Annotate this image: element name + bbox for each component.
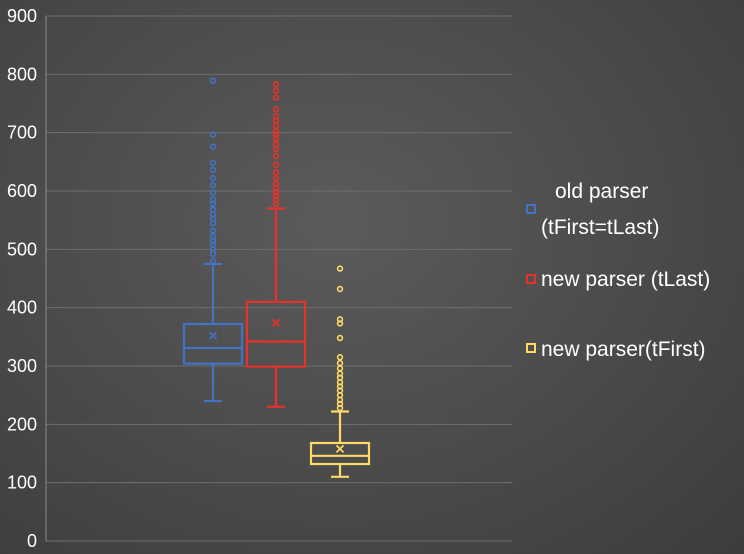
outlier-point	[209, 77, 217, 84]
outlier-point	[336, 334, 344, 342]
outlier-point	[336, 316, 344, 323]
legend-label: old parser	[555, 180, 648, 203]
legend-marker	[526, 204, 536, 214]
y-tick-label: 300	[7, 356, 37, 376]
outlier-point	[209, 166, 217, 174]
outlier-point	[272, 174, 280, 182]
legend-label: new parser(tFirst)	[541, 338, 706, 361]
box-iqr	[245, 300, 307, 368]
outlier-point	[272, 94, 280, 101]
outlier-point	[209, 233, 217, 240]
mean-marker	[271, 318, 281, 327]
box-series-1	[182, 77, 244, 403]
legend-marker	[526, 343, 536, 353]
y-tick-label: 200	[7, 414, 37, 434]
outlier-point	[209, 227, 217, 234]
y-tick-label: 100	[7, 473, 37, 493]
outlier-point	[272, 87, 280, 94]
outlier-point	[209, 189, 217, 196]
box-series-3	[309, 265, 371, 478]
outlier-point	[209, 257, 217, 265]
legend: old parser (tFirst=tLast) new parser (tLas…	[526, 180, 710, 361]
y-tick-label: 700	[7, 123, 37, 143]
legend-entry-3: new parser(tFirst)	[526, 338, 706, 361]
legend-entry-2: new parser (tLast)	[526, 268, 710, 291]
y-tick-label: 500	[7, 239, 37, 259]
mean-marker	[335, 444, 345, 453]
outlier-point	[209, 174, 217, 182]
y-tick-label: 900	[7, 6, 37, 26]
mean-marker	[208, 331, 218, 340]
outlier-point	[272, 152, 280, 160]
box-iqr	[309, 441, 371, 466]
outlier-point	[209, 181, 217, 189]
outlier-point	[272, 180, 280, 188]
legend-marker	[526, 274, 536, 284]
box-series-2	[245, 81, 307, 408]
outlier-point	[336, 354, 344, 361]
y-tick-label: 800	[7, 64, 37, 84]
outlier-point	[272, 106, 280, 113]
box-iqr	[182, 322, 244, 365]
outlier-point	[272, 127, 280, 135]
legend-entry-1: old parser (tFirst=tLast)	[526, 180, 659, 239]
outlier-point	[272, 169, 280, 176]
y-tick-label: 400	[7, 298, 37, 318]
outlier-point	[209, 143, 217, 150]
outlier-point	[209, 196, 217, 203]
outlier-point	[336, 359, 344, 367]
outlier-point	[272, 161, 280, 168]
outlier-point	[209, 131, 217, 138]
outlier-point	[336, 370, 344, 377]
outlier-point	[272, 131, 280, 138]
y-tick-label: 0	[27, 531, 37, 551]
outlier-point	[272, 141, 280, 148]
outlier-point	[272, 113, 280, 120]
outlier-point	[336, 265, 344, 272]
y-tick-label: 600	[7, 181, 37, 201]
gridlines	[46, 15, 512, 542]
outlier-point	[209, 159, 217, 167]
legend-label: (tFirst=tLast)	[541, 216, 659, 239]
y-axis: 0 100 200 300 400 500 600 700 800 900	[7, 6, 47, 551]
outlier-point	[272, 192, 280, 199]
outlier-point	[272, 81, 280, 88]
legend-label: new parser (tLast)	[541, 268, 710, 291]
box-series	[182, 77, 371, 478]
outlier-point	[336, 365, 344, 372]
outlier-point	[209, 206, 217, 213]
outlier-point	[336, 285, 344, 293]
